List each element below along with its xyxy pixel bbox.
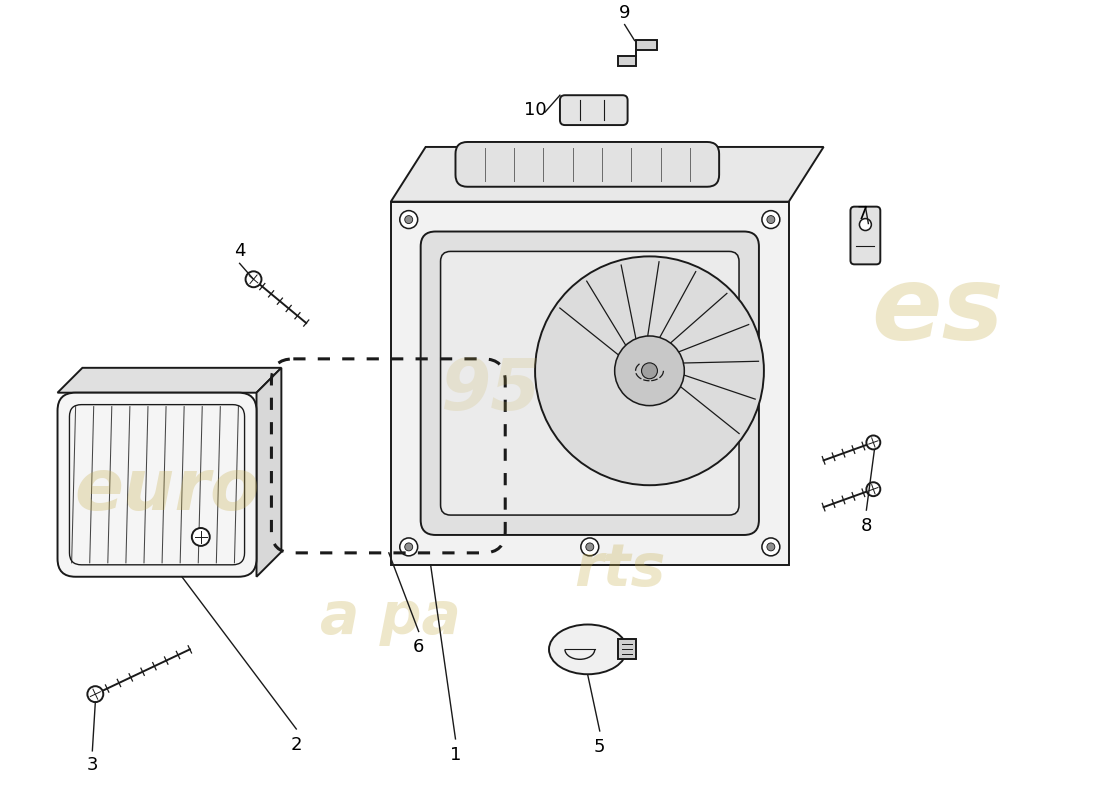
Text: 3: 3	[87, 756, 98, 774]
Circle shape	[767, 215, 774, 223]
Circle shape	[867, 435, 880, 450]
Text: 8: 8	[860, 517, 872, 535]
Circle shape	[762, 210, 780, 229]
Text: rts: rts	[574, 542, 666, 598]
Circle shape	[245, 271, 262, 287]
FancyBboxPatch shape	[441, 251, 739, 515]
FancyBboxPatch shape	[420, 231, 759, 535]
Text: 2: 2	[290, 736, 303, 754]
Polygon shape	[390, 147, 824, 202]
Ellipse shape	[549, 625, 627, 674]
Text: 95: 95	[440, 356, 540, 426]
Text: es: es	[871, 261, 1004, 362]
Circle shape	[641, 363, 658, 378]
Circle shape	[87, 686, 103, 702]
Circle shape	[399, 538, 418, 556]
Circle shape	[586, 543, 594, 551]
FancyBboxPatch shape	[455, 142, 719, 186]
Circle shape	[859, 218, 871, 230]
Text: 4: 4	[234, 242, 245, 261]
Polygon shape	[57, 368, 282, 393]
FancyBboxPatch shape	[850, 206, 880, 264]
Polygon shape	[256, 368, 282, 577]
Circle shape	[191, 528, 210, 546]
Text: 10: 10	[524, 101, 547, 119]
FancyBboxPatch shape	[57, 393, 256, 577]
Text: 5: 5	[594, 738, 605, 756]
Text: 1: 1	[450, 746, 461, 764]
Circle shape	[581, 538, 598, 556]
FancyBboxPatch shape	[560, 95, 628, 125]
Text: 9: 9	[619, 4, 630, 22]
Circle shape	[867, 482, 880, 496]
Circle shape	[405, 215, 412, 223]
Text: 7: 7	[857, 205, 868, 222]
Circle shape	[535, 256, 763, 486]
Circle shape	[405, 543, 412, 551]
Circle shape	[399, 210, 418, 229]
Text: a pa: a pa	[320, 589, 461, 646]
Bar	[618, 639, 636, 659]
Circle shape	[762, 538, 780, 556]
Polygon shape	[618, 41, 658, 66]
Circle shape	[767, 543, 774, 551]
Text: 6: 6	[412, 638, 425, 656]
Polygon shape	[390, 202, 789, 565]
Circle shape	[615, 336, 684, 406]
Text: euro: euro	[74, 456, 260, 525]
